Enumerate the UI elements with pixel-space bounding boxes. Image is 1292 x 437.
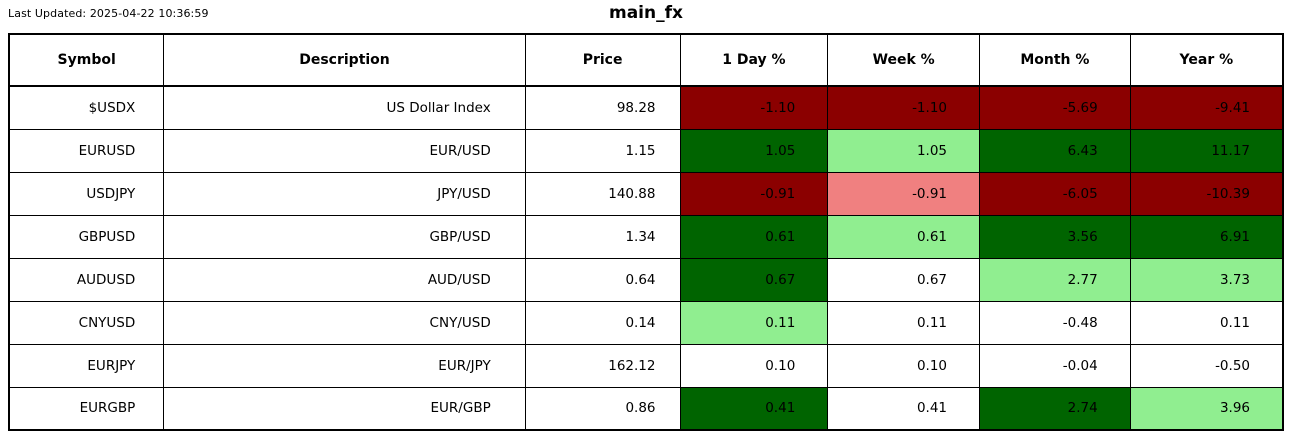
table-row: AUDUSD AUD/USD 0.64 0.67 0.67 2.77 3.73 [8, 257, 1284, 302]
month-pct-cell: -6.05 [979, 171, 1131, 216]
year-pct-cell: -0.50 [1129, 343, 1284, 388]
table-row: EURUSD EUR/USD 1.15 1.05 1.05 6.43 11.17 [8, 128, 1284, 173]
description-cell: CNY/USD [163, 300, 526, 345]
table-row: EURGBP EUR/GBP 0.86 0.41 0.41 2.74 3.96 [8, 386, 1284, 431]
column-header-day-pct: 1 Day % [679, 33, 829, 87]
day-pct-cell: 0.67 [679, 257, 829, 302]
price-cell: 140.88 [524, 171, 681, 216]
year-pct-cell: 6.91 [1129, 214, 1284, 259]
day-pct-cell: 1.05 [679, 128, 829, 173]
symbol-cell: GBPUSD [8, 214, 165, 259]
day-pct-cell: 0.41 [679, 386, 829, 431]
week-pct-cell: 0.67 [827, 257, 980, 302]
week-pct-cell: 0.11 [827, 300, 980, 345]
month-pct-cell: 3.56 [979, 214, 1131, 259]
symbol-cell: EURGBP [8, 386, 165, 431]
month-pct-cell: 2.77 [979, 257, 1131, 302]
table-row: $USDX US Dollar Index 98.28 -1.10 -1.10 -5.69… [8, 85, 1284, 130]
column-header-price: Price [524, 33, 681, 87]
table-row: EURJPY EUR/JPY 162.12 0.10 0.10 -0.04 -0.50 [8, 343, 1284, 388]
description-cell: EUR/GBP [163, 386, 526, 431]
symbol-cell: USDJPY [8, 171, 165, 216]
column-header-week-pct: Week % [827, 33, 980, 87]
month-pct-cell: -0.04 [979, 343, 1131, 388]
column-header-symbol: Symbol [8, 33, 165, 87]
table-row: USDJPY JPY/USD 140.88 -0.91 -0.91 -6.05 -10.39 [8, 171, 1284, 216]
week-pct-cell: -1.10 [827, 85, 980, 130]
last-updated-label: Last Updated: 2025-04-22 10:36:59 [8, 7, 209, 20]
column-header-month-pct: Month % [979, 33, 1131, 87]
column-header-year-pct: Year % [1129, 33, 1284, 87]
price-cell: 1.15 [524, 128, 681, 173]
year-pct-cell: -10.39 [1129, 171, 1284, 216]
year-pct-cell: 0.11 [1129, 300, 1284, 345]
year-pct-cell: 11.17 [1129, 128, 1284, 173]
price-cell: 0.14 [524, 300, 681, 345]
week-pct-cell: 0.61 [827, 214, 980, 259]
month-pct-cell: -5.69 [979, 85, 1131, 130]
symbol-cell: AUDUSD [8, 257, 165, 302]
day-pct-cell: -0.91 [679, 171, 829, 216]
symbol-cell: CNYUSD [8, 300, 165, 345]
year-pct-cell: 3.73 [1129, 257, 1284, 302]
table-row: CNYUSD CNY/USD 0.14 0.11 0.11 -0.48 0.11 [8, 300, 1284, 345]
year-pct-cell: -9.41 [1129, 85, 1284, 130]
day-pct-cell: 0.11 [679, 300, 829, 345]
description-cell: AUD/USD [163, 257, 526, 302]
page-title: main_fx [609, 3, 683, 23]
month-pct-cell: -0.48 [979, 300, 1131, 345]
price-cell: 162.12 [524, 343, 681, 388]
price-cell: 1.34 [524, 214, 681, 259]
description-cell: EUR/JPY [163, 343, 526, 388]
table-header-row: Symbol Description Price 1 Day % Week % … [8, 33, 1284, 87]
symbol-cell: EURUSD [8, 128, 165, 173]
table-row: GBPUSD GBP/USD 1.34 0.61 0.61 3.56 6.91 [8, 214, 1284, 259]
price-cell: 0.86 [524, 386, 681, 431]
column-header-description: Description [163, 33, 526, 87]
description-cell: EUR/USD [163, 128, 526, 173]
price-cell: 0.64 [524, 257, 681, 302]
fx-table: Symbol Description Price 1 Day % Week % … [8, 33, 1284, 431]
day-pct-cell: 0.61 [679, 214, 829, 259]
description-cell: GBP/USD [163, 214, 526, 259]
symbol-cell: EURJPY [8, 343, 165, 388]
week-pct-cell: 0.10 [827, 343, 980, 388]
description-cell: US Dollar Index [163, 85, 526, 130]
week-pct-cell: -0.91 [827, 171, 980, 216]
week-pct-cell: 1.05 [827, 128, 980, 173]
description-cell: JPY/USD [163, 171, 526, 216]
year-pct-cell: 3.96 [1129, 386, 1284, 431]
month-pct-cell: 2.74 [979, 386, 1131, 431]
price-cell: 98.28 [524, 85, 681, 130]
symbol-cell: $USDX [8, 85, 165, 130]
day-pct-cell: -1.10 [679, 85, 829, 130]
month-pct-cell: 6.43 [979, 128, 1131, 173]
day-pct-cell: 0.10 [679, 343, 829, 388]
week-pct-cell: 0.41 [827, 386, 980, 431]
